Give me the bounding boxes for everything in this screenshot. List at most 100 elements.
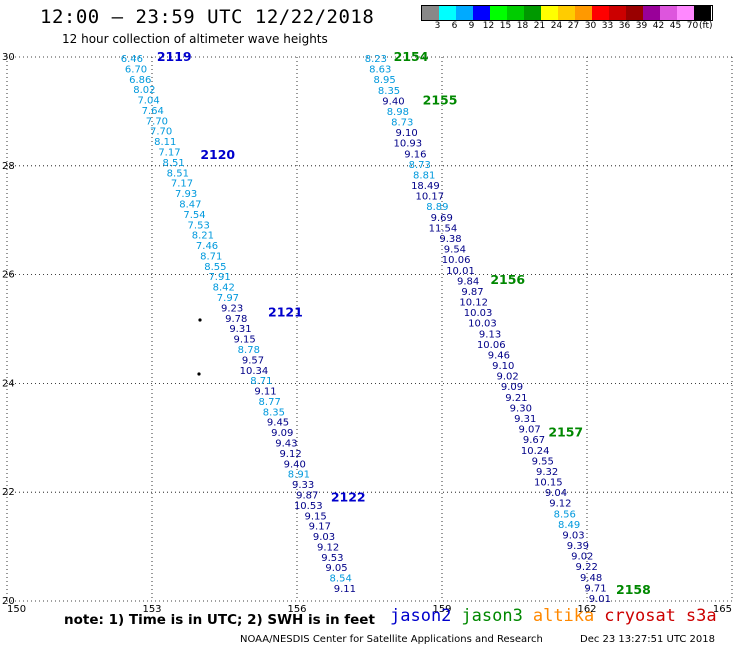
wave-height-value: 9.02 bbox=[571, 552, 593, 563]
wave-height-value: 7.70 bbox=[150, 127, 172, 138]
wave-height-value: 9.17 bbox=[309, 522, 331, 533]
y-tick-label: 28 bbox=[2, 161, 15, 172]
wave-height-value: 8.42 bbox=[213, 283, 235, 294]
wave-height-value: 8.55 bbox=[204, 262, 226, 273]
wave-height-value: 7.17 bbox=[171, 179, 193, 190]
y-tick-label: 30 bbox=[2, 52, 15, 63]
wave-height-value: 10.03 bbox=[464, 308, 493, 319]
color-scale-swatch bbox=[609, 6, 626, 20]
x-tick-label: 159 bbox=[432, 604, 451, 615]
page-title: 12:00 – 23:59 UTC 12/22/2018 bbox=[40, 6, 375, 28]
note-text: note: 1) Time is in UTC; 2) SWH is in fe… bbox=[64, 612, 375, 628]
pass-number-label: 2158 bbox=[616, 582, 651, 597]
color-scale-swatch bbox=[575, 6, 592, 20]
pass-labels: 2119 2120 2121 2122 2154 2155 2156 2157 2158 bbox=[157, 49, 651, 597]
wave-height-value: 10.53 bbox=[294, 501, 323, 512]
wave-height-value: 8.02 bbox=[133, 85, 155, 96]
wave-height-value: 8.78 bbox=[238, 345, 260, 356]
color-scale-label: 3 bbox=[434, 21, 441, 31]
wave-height-value: 8.47 bbox=[179, 199, 201, 210]
wave-height-value: 6.46 bbox=[121, 54, 143, 65]
wave-height-value: 9.57 bbox=[242, 355, 264, 366]
wave-height-value: 8.56 bbox=[554, 509, 576, 520]
wave-height-value: 9.02 bbox=[496, 372, 518, 383]
wave-height-value: 9.12 bbox=[279, 449, 301, 460]
color-scale-label: 12 bbox=[482, 21, 495, 31]
wave-height-value: 9.45 bbox=[267, 418, 289, 429]
wave-height-value: 8.73 bbox=[409, 160, 431, 171]
wave-height-value: 10.03 bbox=[468, 319, 497, 330]
page-subtitle: 12 hour collection of altimeter wave hei… bbox=[62, 32, 328, 46]
color-scale-swatch bbox=[507, 6, 524, 20]
wave-height-value: 9.10 bbox=[395, 128, 417, 139]
wave-height-value: 9.67 bbox=[523, 435, 545, 446]
x-tick-label: 150 bbox=[7, 604, 26, 615]
wave-height-value: 11.54 bbox=[429, 223, 458, 234]
legend-item-jason3: jason3 bbox=[461, 606, 523, 626]
wave-height-value: 8.21 bbox=[192, 231, 214, 242]
wave-height-value: 9.55 bbox=[532, 456, 554, 467]
color-scale-swatch bbox=[541, 6, 558, 20]
wave-height-value: 8.81 bbox=[413, 170, 435, 181]
wave-height-value: 7.91 bbox=[208, 272, 230, 283]
wave-height-value: 10.24 bbox=[521, 446, 550, 457]
wave-height-value: 8.51 bbox=[167, 168, 189, 179]
credit-text: NOAA/NESDIS Center for Satellite Applica… bbox=[240, 634, 543, 645]
wave-height-value: 9.09 bbox=[271, 428, 293, 439]
x-tick-label: 162 bbox=[577, 604, 596, 615]
wave-height-value: 8.77 bbox=[259, 397, 281, 408]
color-scale-swatch bbox=[490, 6, 507, 20]
color-scale-swatch bbox=[473, 6, 490, 20]
pass-number-label: 2156 bbox=[490, 272, 525, 287]
wave-height-value: 9.03 bbox=[562, 530, 584, 541]
track-a-values: 6.466.706.868.027.047.647.707.708.117.17… bbox=[121, 54, 356, 595]
wave-height-value: 8.71 bbox=[200, 251, 222, 262]
satellite-legend: jason2 jason3 altika cryosat s3a bbox=[390, 606, 727, 626]
color-scale-label: 6 bbox=[451, 21, 458, 31]
wave-height-value: 9.53 bbox=[321, 553, 343, 564]
wave-height-value: 8.91 bbox=[288, 470, 310, 481]
wave-height-value: 9.22 bbox=[576, 562, 598, 573]
wave-height-value: 8.35 bbox=[378, 86, 400, 97]
wave-height-value: 6.70 bbox=[125, 64, 147, 75]
wave-height-value: 8.95 bbox=[374, 75, 396, 86]
color-scale-label: 33 bbox=[601, 21, 614, 31]
color-scale-unit: (ft) bbox=[699, 21, 713, 31]
color-scale-label: 21 bbox=[533, 21, 546, 31]
color-scale-swatch bbox=[677, 6, 694, 20]
wave-height-value: 8.63 bbox=[369, 65, 391, 76]
pass-number-label: 2155 bbox=[423, 93, 458, 108]
wave-height-value: 9.30 bbox=[510, 403, 532, 414]
color-scale-label: 30 bbox=[584, 21, 597, 31]
wave-height-value: 9.07 bbox=[518, 425, 540, 436]
legend-item-cryosat: cryosat bbox=[604, 606, 676, 626]
track-b-values: 8.238.638.958.359.408.988.739.1010.939.1… bbox=[365, 54, 611, 605]
pass-number-label: 2154 bbox=[394, 49, 429, 64]
color-scale-swatch bbox=[626, 6, 643, 20]
wave-height-value: 9.11 bbox=[254, 387, 276, 398]
pass-number-label: 2120 bbox=[200, 147, 235, 162]
wave-height-value: 10.93 bbox=[393, 139, 422, 150]
wave-height-value: 9.40 bbox=[382, 96, 404, 107]
map-grid bbox=[6, 56, 733, 602]
color-scale-label: 27 bbox=[567, 21, 580, 31]
wave-height-value: 9.01 bbox=[589, 594, 611, 605]
wave-height-value: 10.17 bbox=[415, 192, 444, 203]
wave-height-value: 7.54 bbox=[183, 210, 205, 221]
wave-height-value: 9.40 bbox=[284, 459, 306, 470]
wave-height-value: 10.15 bbox=[534, 478, 563, 489]
wave-height-value: 9.04 bbox=[545, 488, 567, 499]
x-tick-label: 165 bbox=[713, 604, 732, 615]
wave-height-value: 9.31 bbox=[229, 324, 251, 335]
color-scale-swatch bbox=[694, 6, 711, 20]
wave-height-value: 7.04 bbox=[137, 96, 159, 107]
wave-height-value: 9.09 bbox=[501, 382, 523, 393]
wave-height-value: 10.12 bbox=[459, 298, 488, 309]
wave-height-value: 8.35 bbox=[263, 407, 285, 418]
wave-height-value: 9.15 bbox=[304, 511, 326, 522]
x-tick-label: 156 bbox=[287, 604, 306, 615]
wave-height-value: 9.12 bbox=[317, 542, 339, 553]
color-scale-swatch bbox=[592, 6, 609, 20]
wave-height-value: 9.84 bbox=[457, 276, 479, 287]
